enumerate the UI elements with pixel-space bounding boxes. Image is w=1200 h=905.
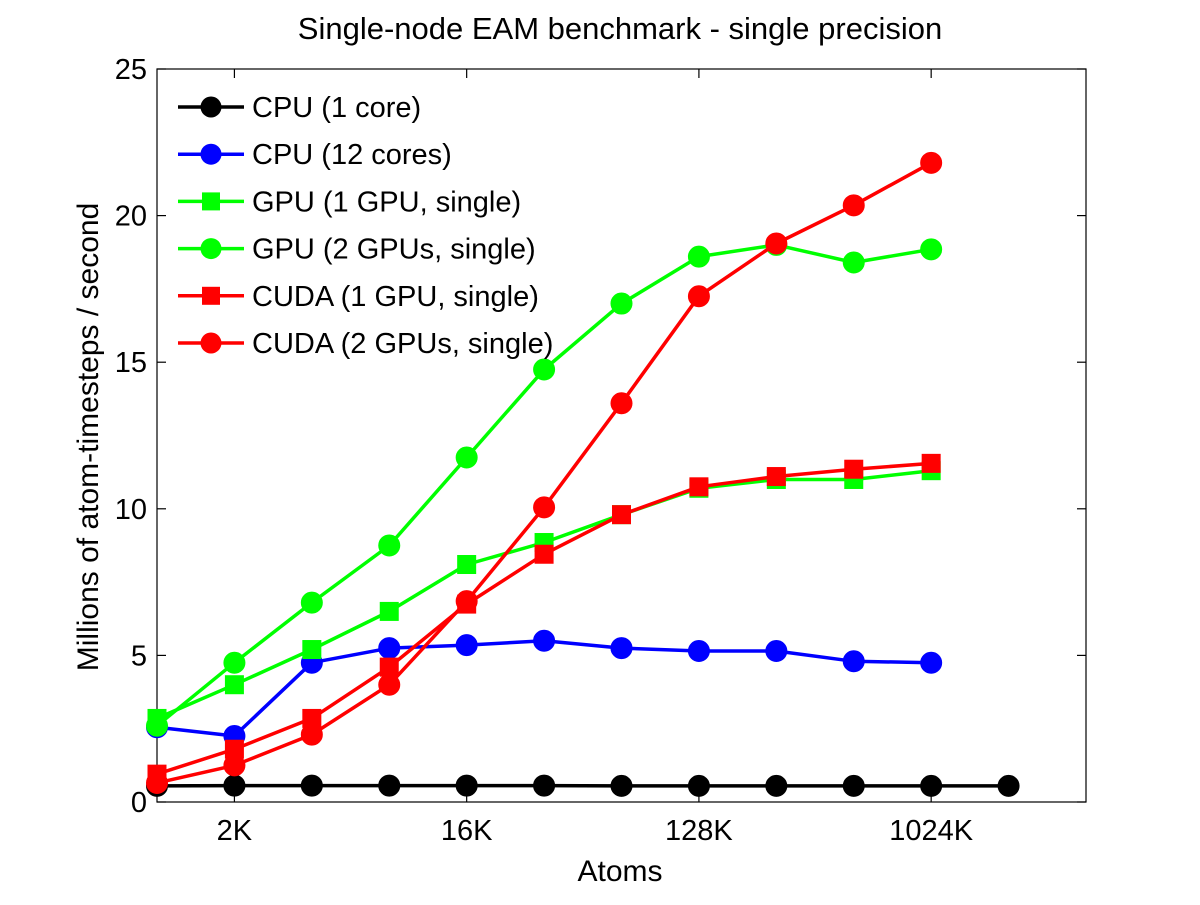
data-point-marker [380, 602, 398, 620]
legend-marker [201, 144, 222, 165]
data-point-marker [224, 652, 245, 673]
legend-label: GPU (2 GPUs, single) [252, 234, 536, 266]
x-tick-label: 16K [441, 815, 493, 847]
data-point-marker [379, 535, 400, 556]
data-point-marker [766, 641, 787, 662]
data-point-marker [225, 676, 243, 694]
y-tick-label: 25 [115, 54, 147, 86]
data-point-marker [456, 591, 477, 612]
data-point-marker [921, 239, 942, 260]
legend-marker [201, 333, 222, 354]
legend-label: CUDA (1 GPU, single) [252, 281, 539, 313]
data-point-marker [921, 775, 942, 796]
data-point-marker [921, 652, 942, 673]
data-point-marker [843, 252, 864, 273]
data-point-marker [535, 545, 553, 563]
data-point-marker [611, 393, 632, 414]
data-point-marker [766, 775, 787, 796]
chart-title: Single-node EAM benchmark - single preci… [298, 11, 942, 46]
data-point-marker [611, 293, 632, 314]
x-tick-label: 128K [665, 815, 733, 847]
data-point-marker [147, 715, 168, 736]
data-point-marker [845, 460, 863, 478]
data-point-marker [843, 651, 864, 672]
data-point-marker [147, 772, 168, 793]
data-point-marker [611, 638, 632, 659]
data-point-marker [613, 506, 631, 524]
data-point-marker [380, 658, 398, 676]
data-point-marker [379, 638, 400, 659]
data-point-marker [301, 724, 322, 745]
data-point-marker [301, 592, 322, 613]
legend-marker [202, 287, 220, 305]
legend-marker [202, 192, 220, 210]
y-tick-label: 0 [131, 787, 147, 819]
data-point-marker [301, 775, 322, 796]
data-point-marker [690, 478, 708, 496]
data-point-marker [611, 775, 632, 796]
x-tick-label: 1024K [889, 815, 974, 847]
data-point-marker [688, 641, 709, 662]
data-point-marker [767, 468, 785, 486]
legend-label: GPU (1 GPU, single) [252, 186, 521, 218]
data-point-marker [224, 755, 245, 776]
y-tick-label: 10 [115, 494, 147, 526]
data-point-marker [456, 635, 477, 656]
legend-label: CPU (1 core) [252, 92, 421, 124]
data-point-marker [458, 556, 476, 574]
y-axis-label: Millions of atom-timesteps / second [72, 203, 105, 672]
data-point-marker [766, 233, 787, 254]
plot-area-frame [157, 69, 1086, 802]
data-point-marker [303, 641, 321, 659]
data-point-marker [921, 152, 942, 173]
data-point-marker [922, 454, 940, 472]
data-point-marker [534, 359, 555, 380]
data-point-marker [534, 630, 555, 651]
data-point-marker [688, 246, 709, 267]
legend-marker [201, 238, 222, 259]
y-tick-label: 20 [115, 201, 147, 233]
data-point-marker [534, 775, 555, 796]
legend-label: CUDA (2 GPUs, single) [252, 328, 553, 360]
y-tick-label: 15 [115, 347, 147, 379]
data-point-marker [688, 775, 709, 796]
x-tick-label: 2K [217, 815, 253, 847]
data-point-marker [456, 447, 477, 468]
data-point-marker [843, 775, 864, 796]
legend-marker [201, 97, 222, 118]
data-point-marker [379, 775, 400, 796]
data-point-marker [843, 195, 864, 216]
data-point-marker [688, 286, 709, 307]
data-point-marker [379, 674, 400, 695]
legend-label: CPU (12 cores) [252, 139, 452, 171]
data-point-marker [224, 775, 245, 796]
y-tick-label: 5 [131, 640, 147, 672]
data-point-marker [456, 775, 477, 796]
data-point-marker [998, 775, 1019, 796]
x-axis-label: Atoms [577, 855, 662, 888]
data-point-marker [534, 497, 555, 518]
